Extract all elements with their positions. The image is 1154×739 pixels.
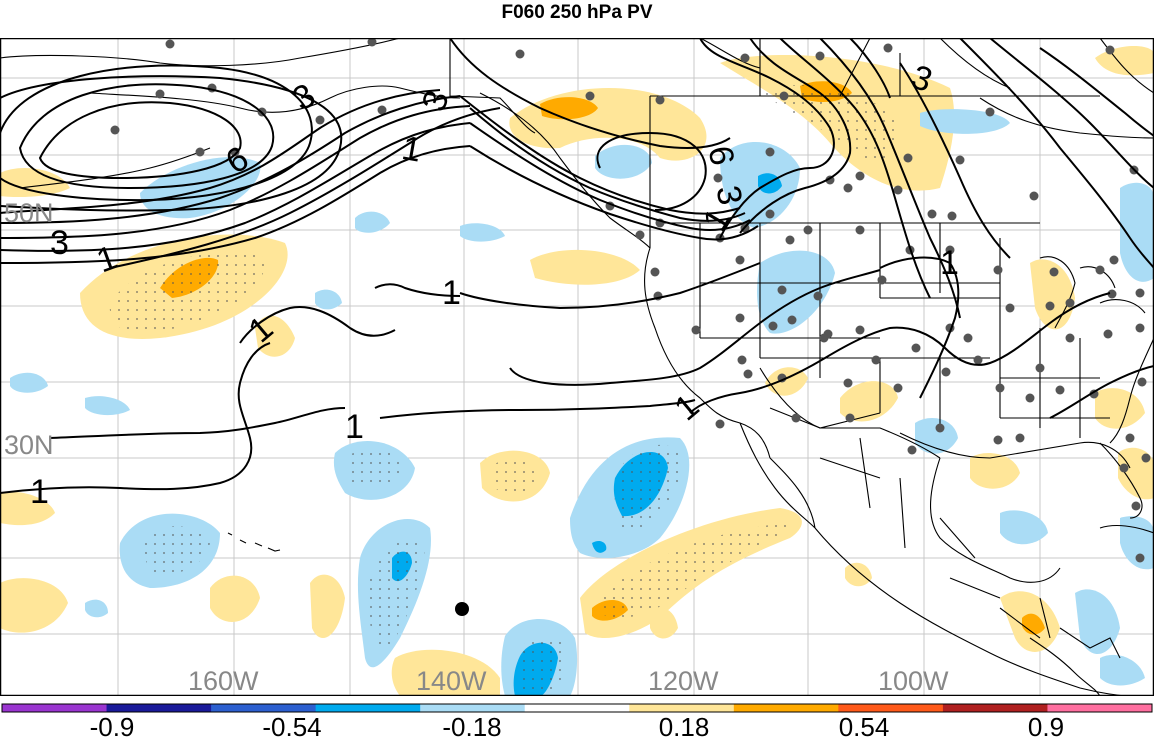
positive-anomaly-area <box>845 562 872 587</box>
negative-anomaly-area <box>1120 516 1154 570</box>
colorbar-label: -0.9 <box>90 712 135 739</box>
colorbar-label: 0.9 <box>1028 712 1064 739</box>
mexico-states <box>819 437 1051 639</box>
central-america <box>1029 627 1121 696</box>
lon-label-140w: 140W <box>416 666 487 696</box>
cuba <box>1099 524 1154 534</box>
positive-anomaly-area <box>0 578 68 633</box>
hudson-bay <box>979 97 1154 139</box>
coastlines-and-borders <box>0 38 1154 696</box>
positive-anomaly-area <box>530 249 640 285</box>
hawaii <box>227 532 281 552</box>
negative-anomaly-area <box>1075 589 1120 655</box>
colorbar-swatch <box>524 704 630 712</box>
colorbar-swatch <box>211 704 317 712</box>
us-canada-border <box>649 95 1100 248</box>
positive-anomaly-area <box>391 649 500 696</box>
positive-anomaly-area <box>650 608 678 639</box>
us-mexico-border <box>769 407 941 459</box>
positive-anomaly-area <box>765 367 808 396</box>
pv-contours <box>0 38 1154 494</box>
canada-alaska-border <box>449 38 536 134</box>
florida <box>1099 442 1143 519</box>
lat-label-50n: 50N <box>4 198 54 228</box>
lon-label-100w: 100W <box>878 666 949 696</box>
contour-label: 1 <box>940 244 959 282</box>
colorbar-swatch <box>942 704 1048 712</box>
map-title: F060 250 hPa PV <box>501 2 653 23</box>
colorbar-swatch <box>420 704 526 712</box>
colorbar-swatch <box>838 704 944 712</box>
contour-label: 1 <box>345 408 364 446</box>
lon-label-120w: 120W <box>648 666 719 696</box>
aleutian-islands <box>19 147 211 189</box>
negative-anomaly-area <box>140 157 261 219</box>
colorbar-swatch <box>1047 704 1153 712</box>
negative-anomaly-core <box>592 540 607 553</box>
canada-arctic <box>699 38 1154 94</box>
contour-label: 3 <box>50 224 69 262</box>
negative-anomaly-area <box>85 599 108 618</box>
positive-anomaly-area <box>0 491 55 526</box>
colorbar-swatch <box>2 704 108 712</box>
positive-anomaly-area <box>1095 388 1145 429</box>
colorbar: -0.9 -0.54 -0.18 0.18 0.54 0.9 <box>1 703 1153 739</box>
lon-label-160w: 160W <box>188 666 259 696</box>
negative-anomaly-area <box>757 250 835 334</box>
negative-anomaly-area <box>595 144 652 179</box>
colorbar-swatch <box>733 704 839 712</box>
negative-anomaly-area <box>1100 654 1145 686</box>
negative-anomaly-area <box>355 211 390 233</box>
map-background <box>0 38 1154 696</box>
negative-anomaly-area <box>460 223 505 242</box>
negative-anomaly-area <box>85 396 130 416</box>
lat-label-30n: 30N <box>4 430 54 460</box>
positive-anomaly-area <box>310 574 345 638</box>
colorbar-label: 0.18 <box>659 712 710 739</box>
pv-map: 3 3 3 6 6 1 1 1 1 1 1 1 1 3 1 3 50N 30N … <box>0 38 1154 696</box>
negative-anomaly-area <box>315 289 342 310</box>
colorbar-swatch <box>315 704 421 712</box>
positive-anomaly-area <box>970 453 1020 489</box>
stipple-regions <box>109 85 901 696</box>
colorbar-swatch <box>629 704 735 712</box>
positive-anomaly-area <box>0 168 70 198</box>
east-coast <box>1109 337 1154 444</box>
colorbar-swatch <box>106 704 212 712</box>
positive-anomaly-area <box>255 315 295 357</box>
canada-provinces <box>759 38 901 97</box>
station-markers <box>110 38 1151 616</box>
mexico-west-coast <box>814 527 1131 696</box>
gulf-coast <box>899 432 1131 469</box>
colorbar-label: 0.54 <box>839 712 890 739</box>
colorbar-label: -0.54 <box>262 712 321 739</box>
colorbar-label: -0.18 <box>442 712 501 739</box>
negative-anomaly-area <box>1000 510 1048 545</box>
contour-label: 1 <box>30 473 49 511</box>
negative-anomaly-area <box>10 372 48 393</box>
colorbar-frame <box>1 703 1153 713</box>
positive-anomaly-area <box>210 575 260 622</box>
alaska-peninsula <box>89 85 461 113</box>
positive-anomaly-area <box>840 381 898 422</box>
alaska-coast <box>0 38 401 67</box>
baja-california <box>739 422 816 529</box>
mexico-gulf-coast <box>930 457 1061 583</box>
contour-label: 1 <box>442 274 461 312</box>
alaska-panhandle <box>479 92 651 249</box>
colorbar-swatches <box>2 704 1153 712</box>
